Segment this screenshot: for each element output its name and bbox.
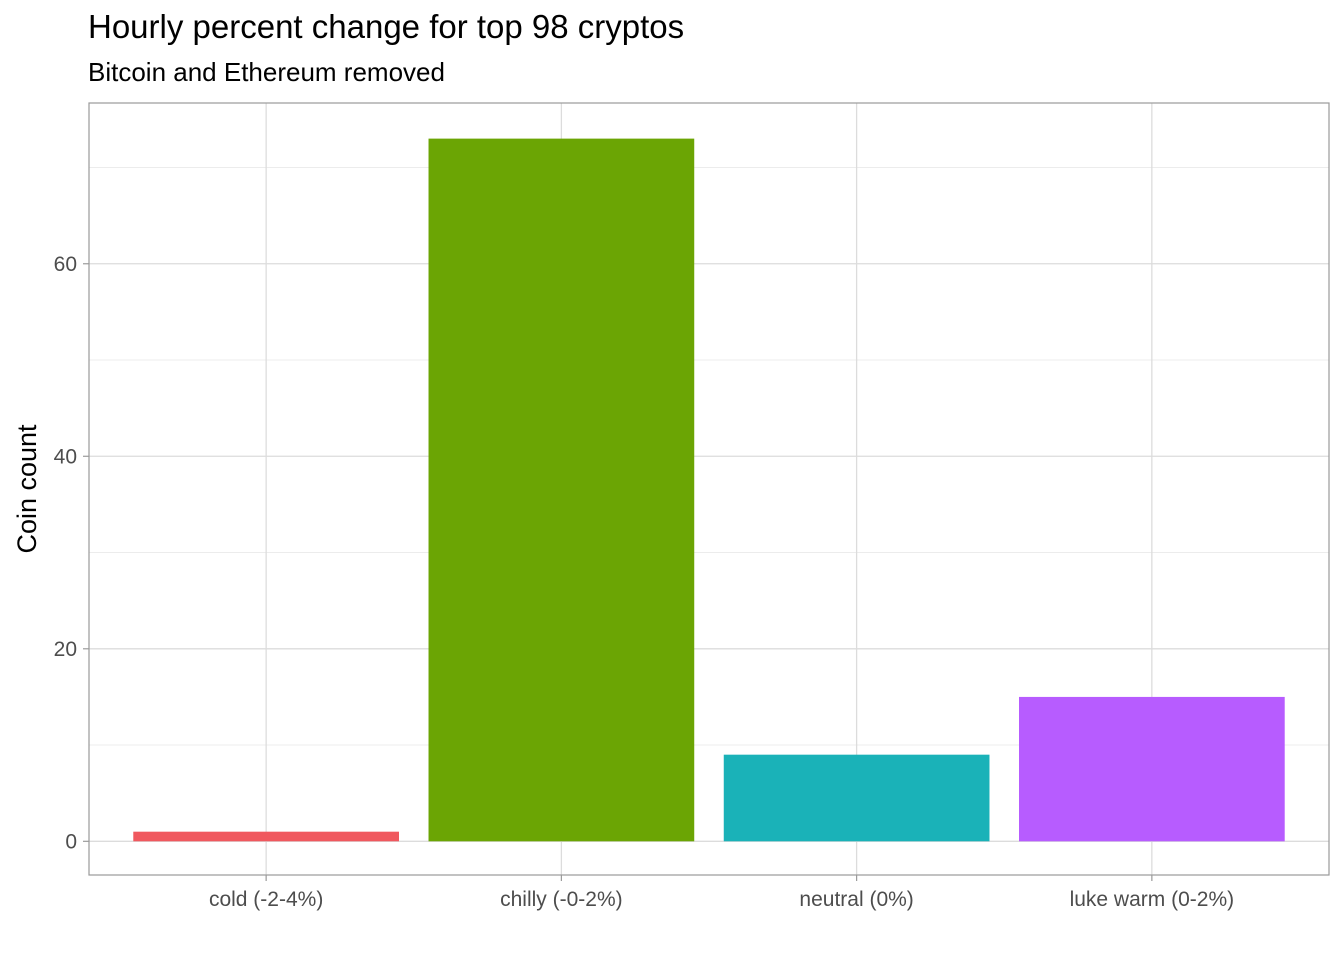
panel-border (88, 102, 1330, 876)
x-tick-label: luke warm (0-2%) (1070, 888, 1235, 911)
x-tick-label: cold (-2-4%) (209, 888, 323, 911)
y-tick-label: 20 (54, 638, 77, 661)
y-axis-ticks: 0 20 40 60 (54, 253, 89, 853)
bar (1019, 696, 1285, 842)
chart-title: Hourly percent change for top 98 cryptos (88, 8, 685, 45)
x-tick-label: neutral (0%) (799, 888, 913, 911)
y-tick-label: 0 (65, 830, 77, 853)
y-tick-label: 60 (54, 253, 77, 276)
chart-subtitle: Bitcoin and Ethereum removed (88, 57, 445, 87)
x-tick-label: chilly (-0-2%) (500, 888, 623, 911)
x-axis-ticks: cold (-2-4%) chilly (-0-2%) neutral (0%) lu… (209, 875, 1234, 911)
bar (428, 138, 695, 842)
bar (133, 831, 400, 842)
bars (133, 138, 1285, 842)
y-tick-label: 40 (54, 445, 77, 468)
y-axis-title: Coin count (12, 424, 42, 554)
bar (723, 754, 990, 842)
